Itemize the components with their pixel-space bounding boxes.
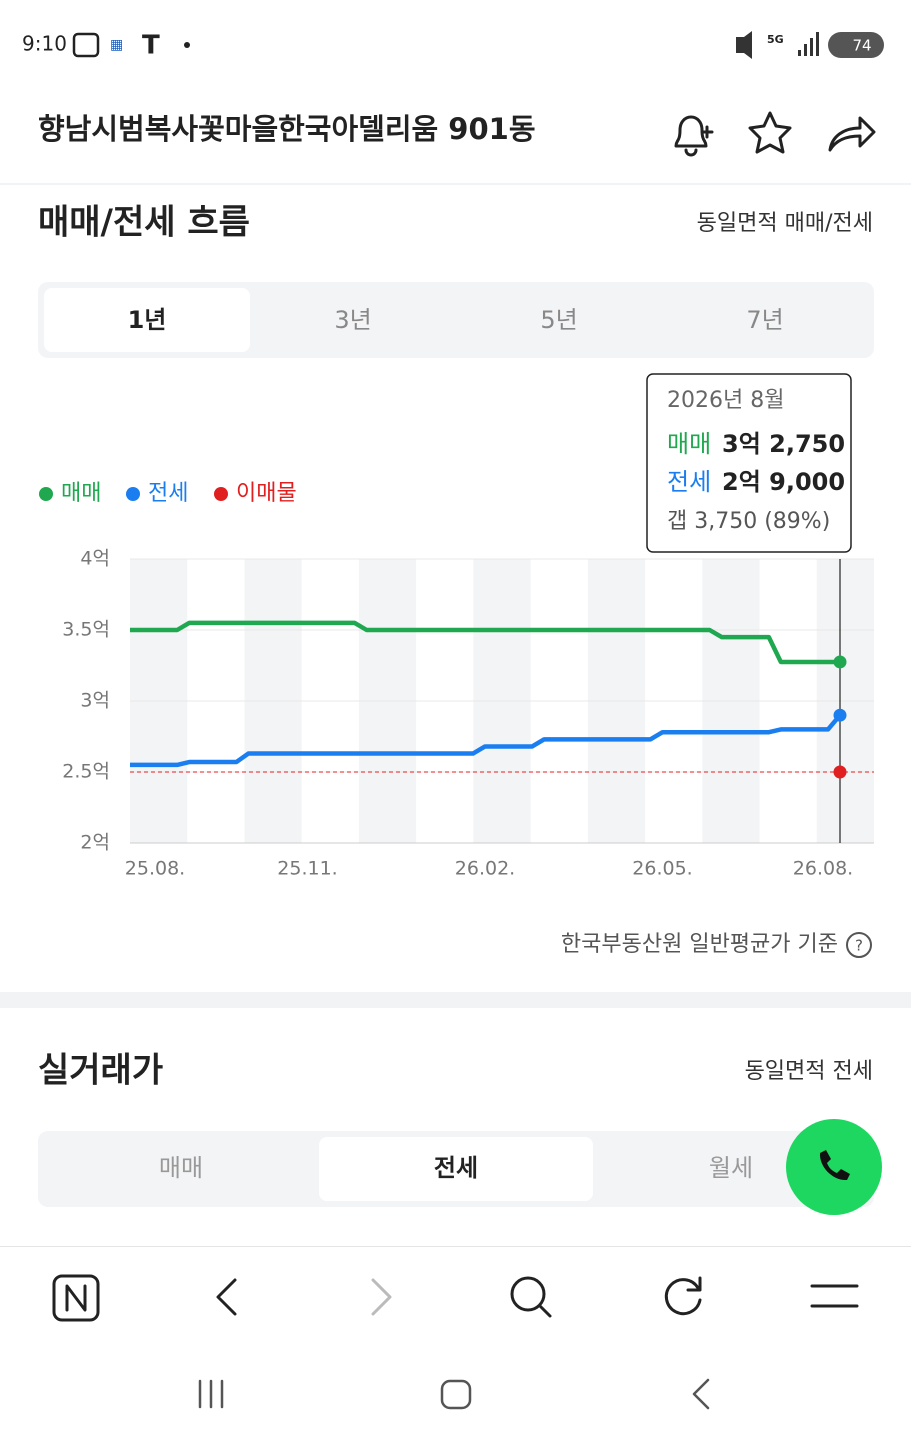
mute-icon <box>736 31 752 59</box>
period-tab[interactable]: 5년 <box>540 306 577 334</box>
divider <box>0 1246 911 1247</box>
status-icon: T <box>142 31 160 61</box>
help-icon: ? <box>855 937 863 955</box>
section-link[interactable]: 동일면적 전세 <box>745 1059 873 1084</box>
footnote: 한국부동산원 일반평균가 기준 <box>561 932 838 957</box>
network-icon: 5G <box>767 33 784 46</box>
legend-dot <box>39 487 53 501</box>
trade-tab[interactable]: 매매 <box>159 1154 203 1182</box>
call-button[interactable] <box>786 1119 882 1215</box>
x-tick-label: 26.05. <box>632 858 692 880</box>
y-tick-label: 4억 <box>80 548 110 570</box>
page-title: 향남시범복사꽃마을한국아델리움 901동 <box>38 112 536 146</box>
signal-icon <box>816 32 819 56</box>
legend-dot <box>126 487 140 501</box>
tab-active <box>44 288 250 352</box>
period-tab[interactable]: 7년 <box>746 306 783 334</box>
series-point <box>833 655 847 669</box>
tooltip <box>646 373 852 553</box>
series-point <box>833 708 847 722</box>
period-tab[interactable]: 1년 <box>128 306 167 334</box>
help-icon[interactable] <box>846 932 872 958</box>
y-tick-label: 2억 <box>80 832 110 854</box>
search-button[interactable] <box>510 1276 546 1312</box>
series-line <box>130 620 840 665</box>
legend-label: 이매물 <box>236 481 297 506</box>
tooltip-date: 2026년 8월 <box>667 388 784 413</box>
forward-button[interactable] <box>371 1278 392 1316</box>
signal-icon <box>804 44 807 56</box>
status-icon: ▦ <box>110 37 123 53</box>
alert-button[interactable] <box>674 115 714 157</box>
section-title: 매매/전세 흐름 <box>38 203 250 243</box>
status-icon <box>72 32 100 58</box>
tooltip-value: 3억 2,750 <box>722 430 845 458</box>
home-n-icon <box>65 1284 87 1312</box>
divider <box>0 992 911 1008</box>
recent-apps[interactable] <box>198 1379 224 1409</box>
tooltip-gap: 갭 3,750 (89%) <box>667 509 830 534</box>
back[interactable] <box>692 1378 710 1410</box>
series-point <box>833 765 847 779</box>
home[interactable] <box>440 1379 472 1410</box>
legend-dot <box>214 487 228 501</box>
favorite-button[interactable] <box>748 111 792 154</box>
section-title: 실거래가 <box>38 1051 163 1091</box>
call-icon <box>819 1150 850 1181</box>
signal-icon <box>798 50 801 56</box>
tab-active <box>319 1137 593 1201</box>
tooltip-label: 매매 <box>667 430 711 458</box>
x-tick-label: 25.11. <box>277 858 337 880</box>
back-button[interactable] <box>216 1278 237 1316</box>
status-time: 9:10 <box>22 32 67 56</box>
share-button[interactable] <box>828 116 876 152</box>
trade-tab[interactable]: 월세 <box>709 1154 753 1182</box>
home-n-button[interactable] <box>52 1274 100 1322</box>
divider <box>0 183 911 185</box>
period-tab[interactable]: 3년 <box>334 306 371 334</box>
reload-button[interactable] <box>664 1276 702 1316</box>
y-tick-label: 3억 <box>80 690 110 712</box>
y-tick-label: 3.5억 <box>62 619 110 641</box>
status-dot <box>184 42 190 48</box>
tooltip-label: 전세 <box>667 468 711 496</box>
x-tick-label: 25.08. <box>125 858 185 880</box>
trade-tab[interactable]: 전세 <box>434 1154 478 1182</box>
battery <box>828 32 884 58</box>
search-icon <box>538 1304 552 1318</box>
series-line <box>130 713 842 768</box>
x-tick-label: 26.08. <box>793 858 853 880</box>
tooltip-value: 2억 9,000 <box>722 468 845 496</box>
battery-level: 74 <box>852 37 871 55</box>
section-link[interactable]: 동일면적 매매/전세 <box>697 211 873 236</box>
legend-label: 전세 <box>148 481 188 506</box>
menu-button[interactable] <box>810 1284 859 1308</box>
x-tick-label: 26.02. <box>455 858 515 880</box>
signal-icon <box>810 38 813 56</box>
legend-label: 매매 <box>61 481 101 506</box>
y-tick-label: 2.5억 <box>62 761 110 783</box>
